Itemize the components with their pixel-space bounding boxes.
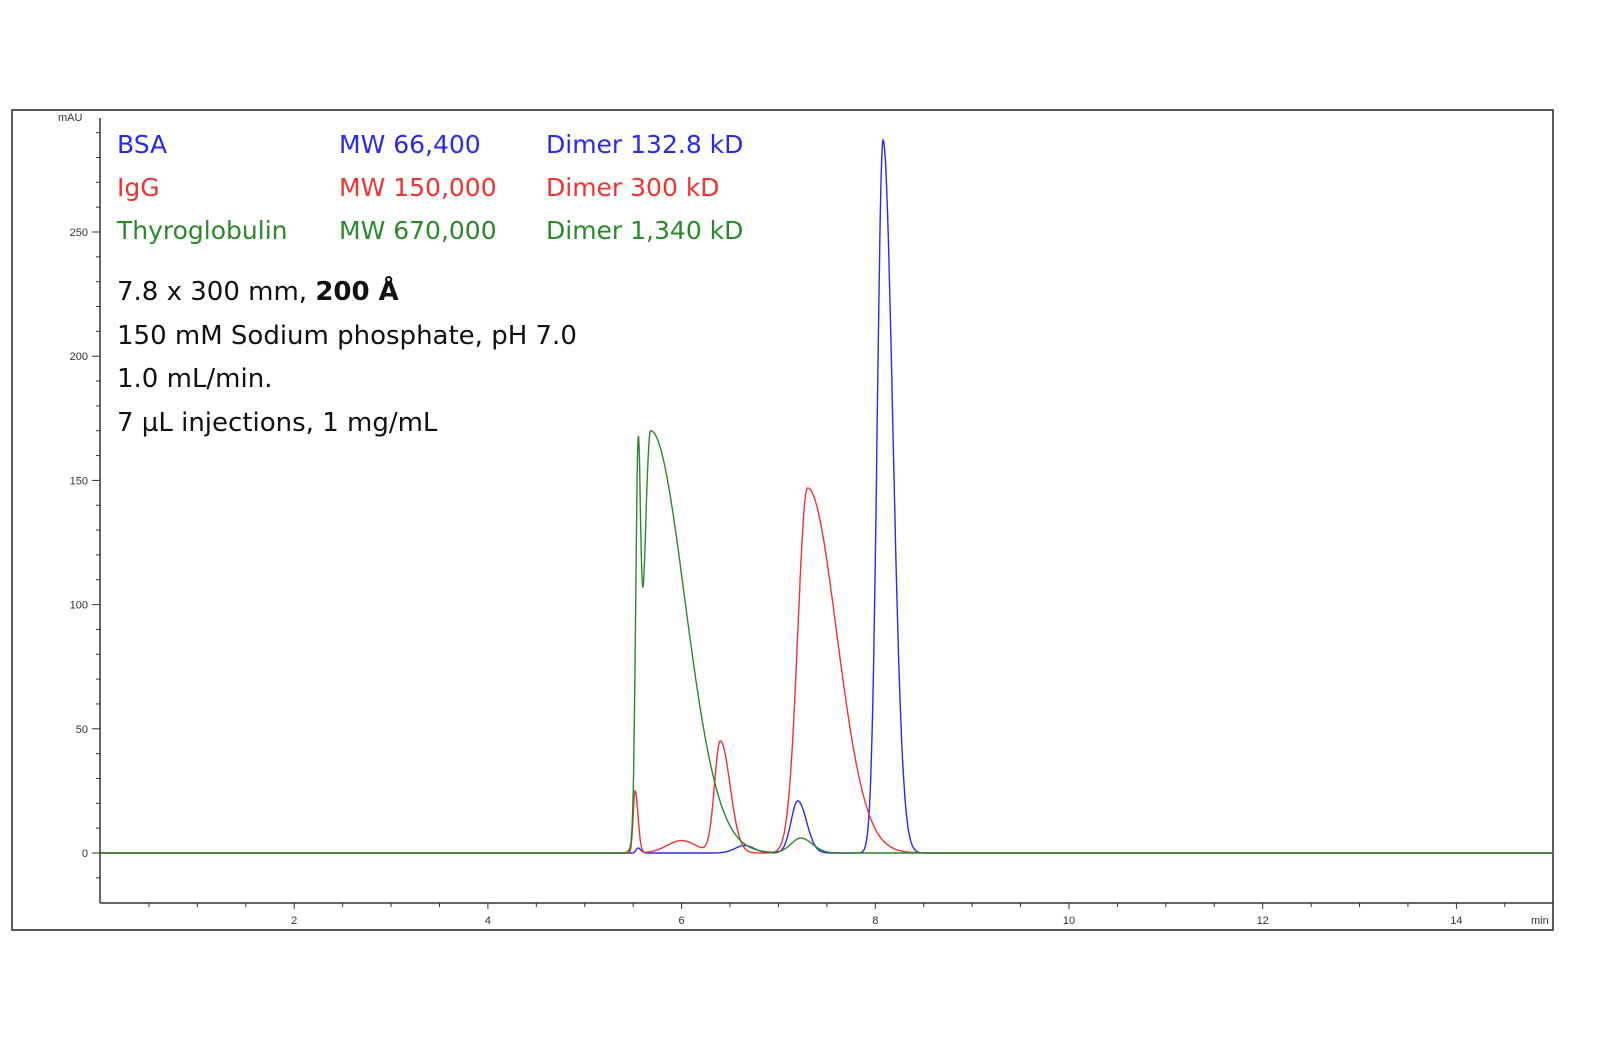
legend-name: Thyroglobulin bbox=[117, 216, 288, 245]
x-axis-label: min bbox=[1531, 915, 1549, 927]
legend-mw: MW 670,000 bbox=[339, 216, 497, 245]
legend-mw: MW 150,000 bbox=[339, 173, 497, 202]
y-tick-label: 100 bbox=[70, 600, 88, 612]
x-tick-label: 6 bbox=[679, 915, 685, 927]
legend-dimer: Dimer 132.8 kD bbox=[546, 130, 744, 159]
legend-dimer: Dimer 300 kD bbox=[546, 173, 720, 202]
trace-bsa bbox=[100, 138, 1554, 854]
annotation-column-size: 7.8 x 300 mm, bbox=[117, 277, 316, 307]
legend-mw: MW 66,400 bbox=[339, 130, 481, 159]
trace-thyroglobulin bbox=[100, 430, 1554, 854]
legend-dimer: Dimer 1,340 kD bbox=[546, 216, 744, 245]
annotation-pore-size: 200 Å bbox=[315, 277, 399, 307]
x-tick-label: 12 bbox=[1257, 915, 1269, 927]
annotation-buffer: 150 mM Sodium phosphate, pH 7.0 bbox=[117, 321, 577, 351]
trace-igg bbox=[100, 487, 1554, 854]
x-tick-label: 2 bbox=[291, 915, 297, 927]
annotation-column: 7.8 x 300 mm, 200 Å bbox=[117, 277, 399, 307]
x-tick-label: 10 bbox=[1063, 915, 1075, 927]
x-tick-label: 8 bbox=[872, 915, 878, 927]
y-tick-label: 200 bbox=[70, 351, 88, 363]
y-tick-label: 50 bbox=[76, 724, 88, 736]
x-tick-label: 14 bbox=[1450, 915, 1462, 927]
legend-name: IgG bbox=[117, 173, 160, 202]
y-tick-label: 150 bbox=[70, 475, 88, 487]
y-tick-label: 250 bbox=[70, 227, 88, 239]
x-tick-label: 4 bbox=[485, 915, 491, 927]
annotation-injection: 7 µL injections, 1 mg/mL bbox=[117, 408, 438, 438]
annotation-flow: 1.0 mL/min. bbox=[117, 364, 273, 394]
legend-name: BSA bbox=[117, 130, 168, 159]
chart-frame bbox=[11, 109, 1554, 931]
y-tick-label: 0 bbox=[82, 848, 88, 860]
y-axis-label: mAU bbox=[58, 112, 83, 124]
